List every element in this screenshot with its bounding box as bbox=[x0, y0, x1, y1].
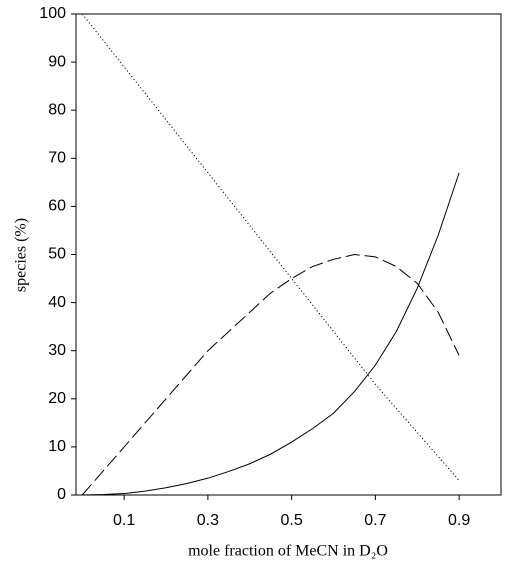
y-tick-label: 50 bbox=[48, 246, 66, 263]
y-tick-label: 0 bbox=[57, 486, 66, 503]
y-tick-label: 10 bbox=[48, 438, 66, 455]
series-line bbox=[82, 172, 460, 496]
plot-frame bbox=[75, 13, 502, 496]
y-tick-label: 60 bbox=[48, 198, 66, 215]
y-tick-label: 20 bbox=[48, 390, 66, 407]
series-line bbox=[81, 253, 460, 496]
x-tick-label: 0.5 bbox=[281, 512, 303, 529]
y-tick-label: 90 bbox=[48, 53, 66, 70]
y-tick-label: 80 bbox=[48, 101, 66, 118]
y-tick-label: 30 bbox=[48, 342, 66, 359]
y-tick-label: 100 bbox=[39, 5, 66, 22]
x-tick-label: 0.1 bbox=[113, 512, 135, 529]
series-line bbox=[81, 13, 460, 481]
y-tick-label: 40 bbox=[48, 294, 66, 311]
x-tick-label: 0.3 bbox=[197, 512, 219, 529]
x-tick-label: 0.9 bbox=[448, 512, 470, 529]
x-axis-label: mole fraction of MeCN in D₂O bbox=[188, 543, 388, 560]
y-tick-label: 70 bbox=[48, 150, 66, 167]
x-tick-label: 0.7 bbox=[364, 512, 386, 529]
y-axis-label: species (%) bbox=[13, 218, 30, 292]
